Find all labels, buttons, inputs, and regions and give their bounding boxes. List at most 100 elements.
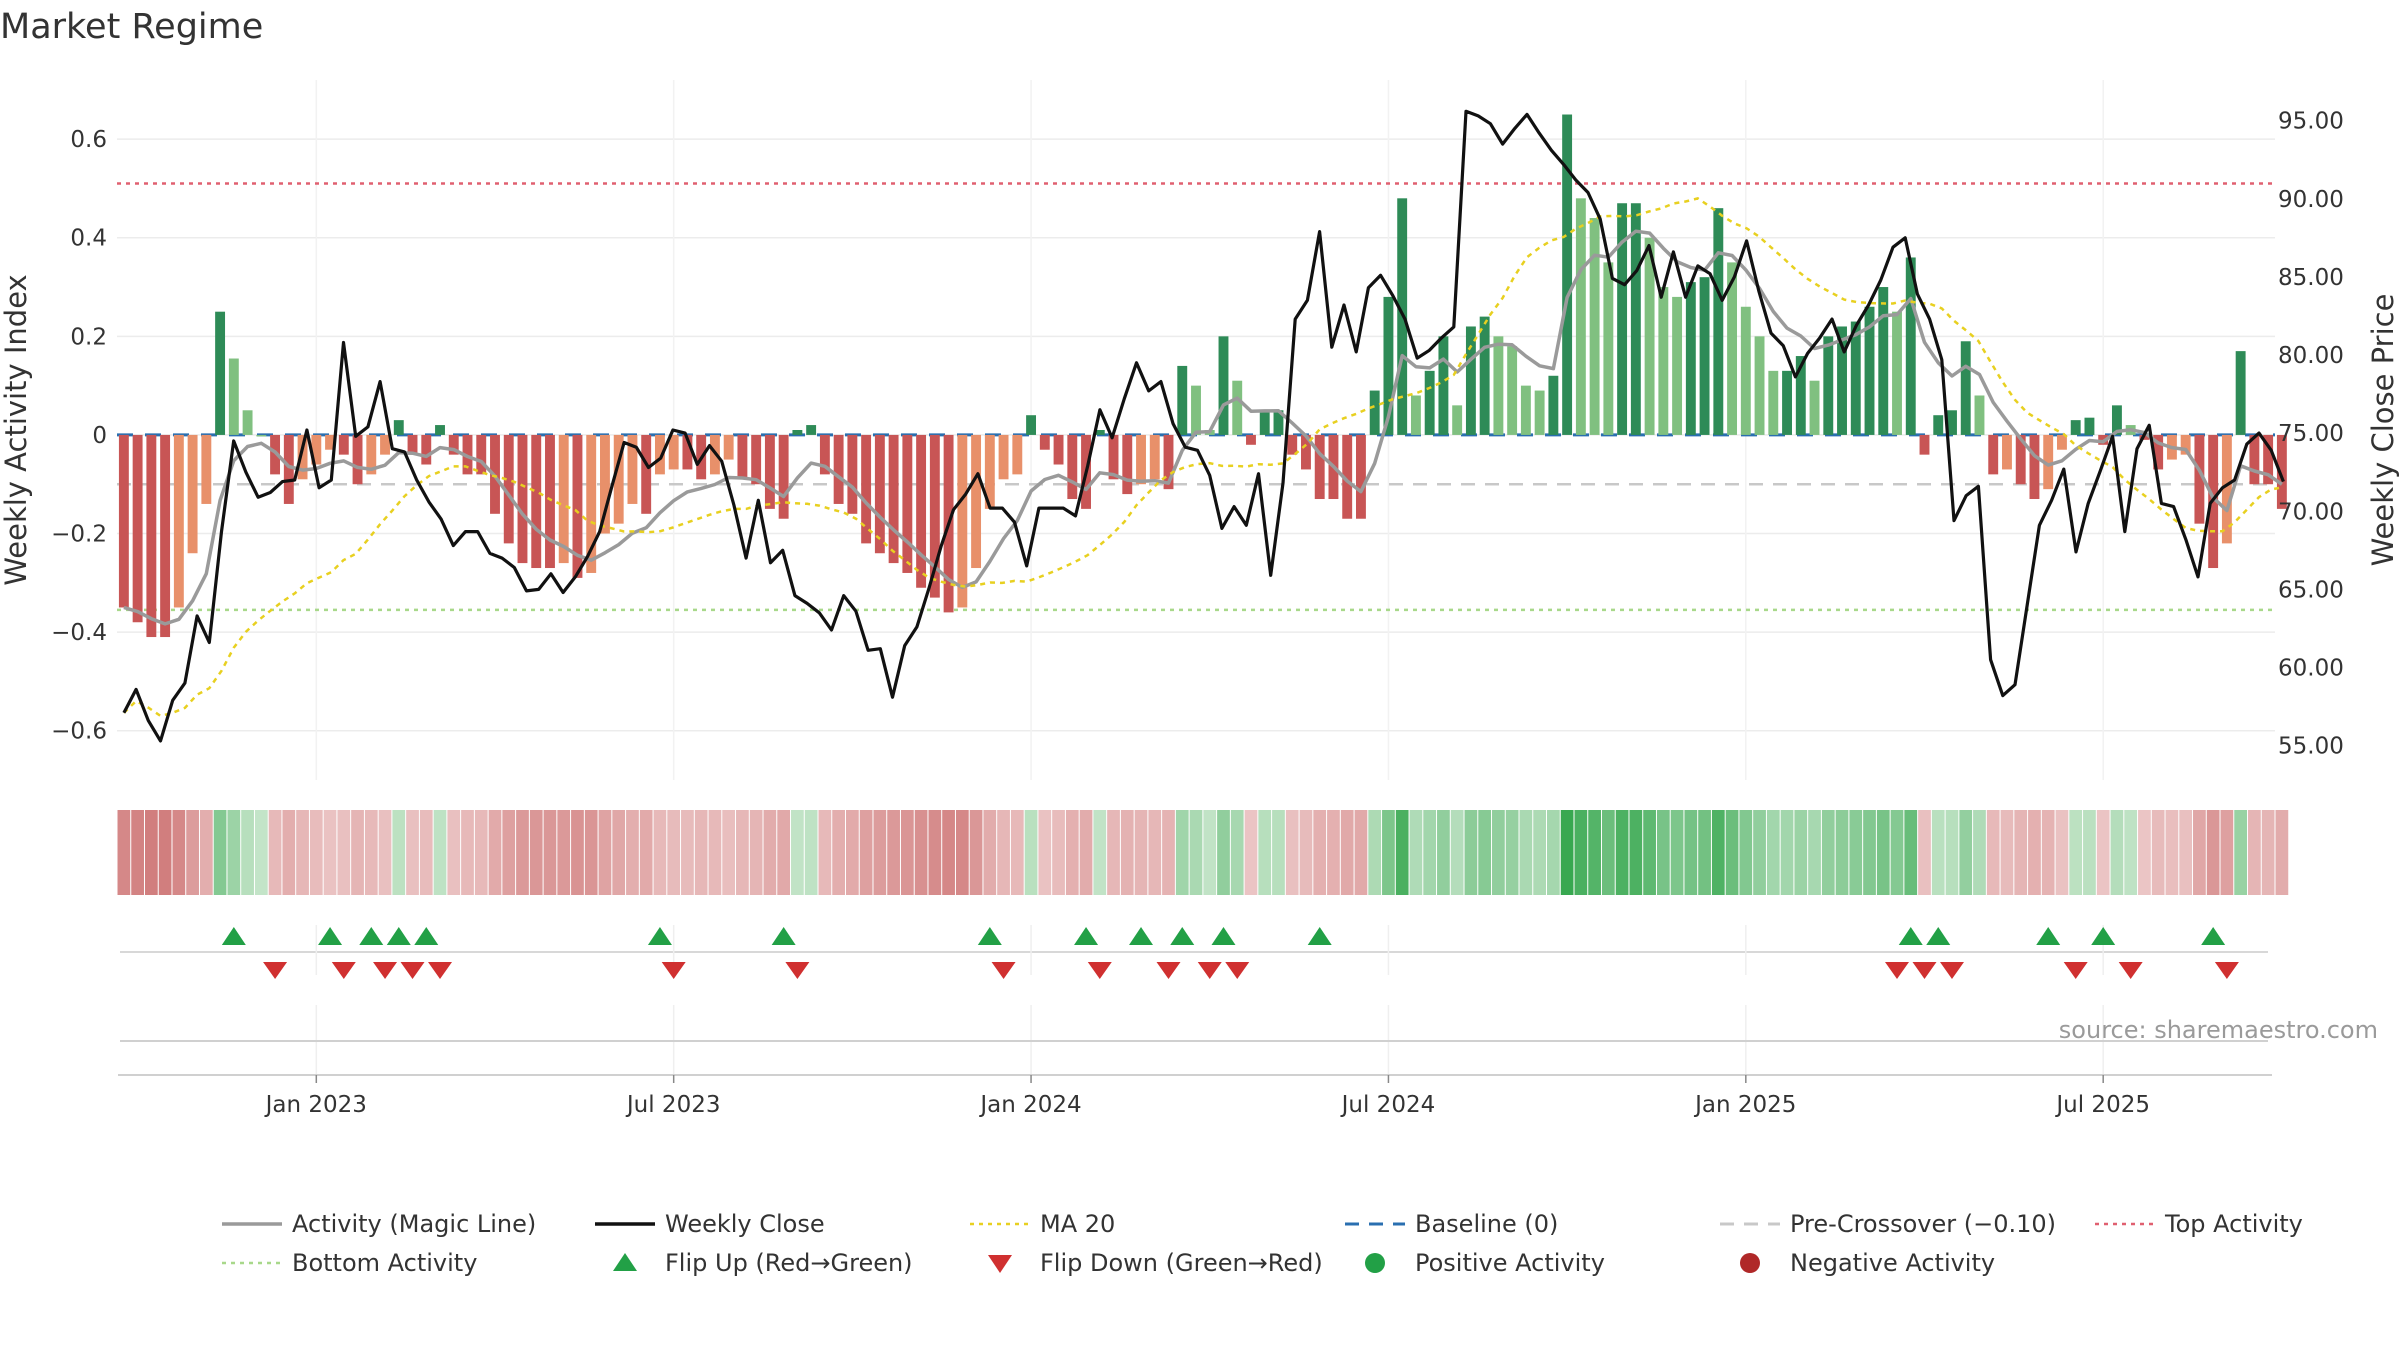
right-tick-label: 75.00	[2278, 421, 2344, 447]
activity-bar	[1644, 237, 1655, 435]
regime-cell	[1780, 810, 1794, 895]
flip-down-marker	[1197, 962, 1222, 979]
regime-cell	[1808, 810, 1821, 895]
legend-item: Weekly Close	[595, 1210, 825, 1238]
regime-cell	[832, 810, 845, 895]
flip-down-marker	[2118, 962, 2143, 979]
regime-cell	[1519, 810, 1533, 895]
activity-bar	[613, 434, 624, 524]
legend-label: Weekly Close	[665, 1210, 825, 1238]
regime-cell	[942, 810, 955, 895]
regime-cell	[296, 810, 309, 895]
bottom-panel	[118, 1005, 2272, 1076]
flip-up-marker	[771, 927, 796, 945]
regime-cell	[955, 810, 969, 895]
activity-bar	[1191, 385, 1201, 435]
activity-bar	[1301, 434, 1311, 470]
flip-down-marker	[661, 962, 686, 979]
regime-cell	[1931, 810, 1945, 895]
activity-bar	[201, 434, 212, 504]
regime-cell	[172, 810, 186, 895]
regime-cell	[1547, 810, 1560, 895]
source-credit: source: sharemaestro.com	[2059, 1016, 2378, 1044]
activity-bar	[1823, 336, 1834, 435]
activity-bar	[586, 434, 597, 573]
regime-cell	[1945, 810, 1959, 895]
legend-label: Positive Activity	[1415, 1249, 1605, 1277]
regime-cell	[1492, 810, 1505, 895]
activity-bar	[1067, 434, 1078, 500]
legend-item: Positive Activity	[1365, 1249, 1605, 1277]
flip-down-marker	[428, 962, 453, 979]
activity-bar	[1520, 385, 1531, 435]
activity-bar	[792, 430, 803, 435]
activity-bar	[1630, 203, 1641, 435]
activity-bar	[2070, 420, 2081, 435]
regime-cell	[406, 810, 419, 895]
regime-cell	[227, 810, 241, 895]
activity-bar	[352, 434, 363, 485]
activity-bar	[723, 434, 734, 460]
regime-cell	[1629, 810, 1643, 895]
activity-bar	[751, 434, 762, 485]
activity-bar	[1438, 336, 1449, 435]
regime-cell	[736, 810, 749, 895]
regime-cell	[763, 810, 777, 895]
activity-bar	[1837, 326, 1847, 435]
regime-cell	[887, 810, 900, 895]
right-tick-label: 65.00	[2278, 577, 2344, 603]
regime-cell	[900, 810, 914, 895]
regime-cell	[1423, 810, 1437, 895]
activity-bar	[380, 434, 390, 455]
regime-cell	[1107, 810, 1120, 895]
regime-cell	[1437, 810, 1450, 895]
regime-cell	[1079, 810, 1093, 895]
activity-bar	[984, 434, 995, 509]
regime-cell	[2055, 810, 2069, 895]
regime-cell	[598, 810, 612, 895]
activity-bar	[2221, 434, 2232, 544]
flip-down-marker	[331, 962, 356, 979]
legend-label: Flip Down (Green→Red)	[1040, 1249, 1323, 1277]
regime-cell	[1533, 810, 1547, 895]
regime-cell	[2138, 810, 2151, 895]
activity-bar	[971, 434, 982, 569]
left-axis-ticks: 0.6 0.4 0.2 0 −0.2 −0.4 −0.6	[51, 127, 107, 745]
regime-cell	[241, 810, 254, 895]
activity-bar	[1383, 296, 1394, 435]
regime-cell	[392, 810, 406, 895]
regime-cell	[2151, 810, 2165, 895]
activity-bar	[1039, 434, 1050, 450]
regime-cell	[1409, 810, 1423, 895]
activity-bar	[1287, 434, 1298, 455]
activity-bar	[916, 434, 927, 588]
regime-cell	[1368, 810, 1382, 895]
activity-bar	[1850, 321, 1861, 435]
regime-cell	[1024, 810, 1038, 895]
regime-cell	[1203, 810, 1217, 895]
flip-up-marker	[2201, 927, 2226, 945]
regime-cell	[378, 810, 392, 895]
regime-cell	[584, 810, 598, 895]
activity-bar	[764, 434, 775, 509]
regime-cell	[2179, 810, 2193, 895]
activity-bar	[146, 434, 157, 638]
activity-bar	[242, 410, 253, 435]
activity-bar	[2111, 405, 2122, 435]
activity-bar	[1369, 390, 1380, 435]
flip-down-marker	[1912, 962, 1937, 979]
regime-cell	[1244, 810, 1258, 895]
regime-cell	[1340, 810, 1354, 895]
activity-bar	[545, 434, 555, 569]
regime-cell	[419, 810, 433, 895]
activity-bar	[600, 434, 610, 534]
regime-cell	[1038, 810, 1052, 895]
regime-cell	[309, 810, 323, 895]
right-tick-label: 90.00	[2278, 187, 2344, 213]
legend-swatch	[1365, 1253, 1385, 1273]
activity-bar	[1603, 262, 1614, 435]
regime-cell	[1505, 810, 1519, 895]
activity-bar	[1012, 434, 1023, 475]
regime-cell	[1670, 810, 1684, 895]
